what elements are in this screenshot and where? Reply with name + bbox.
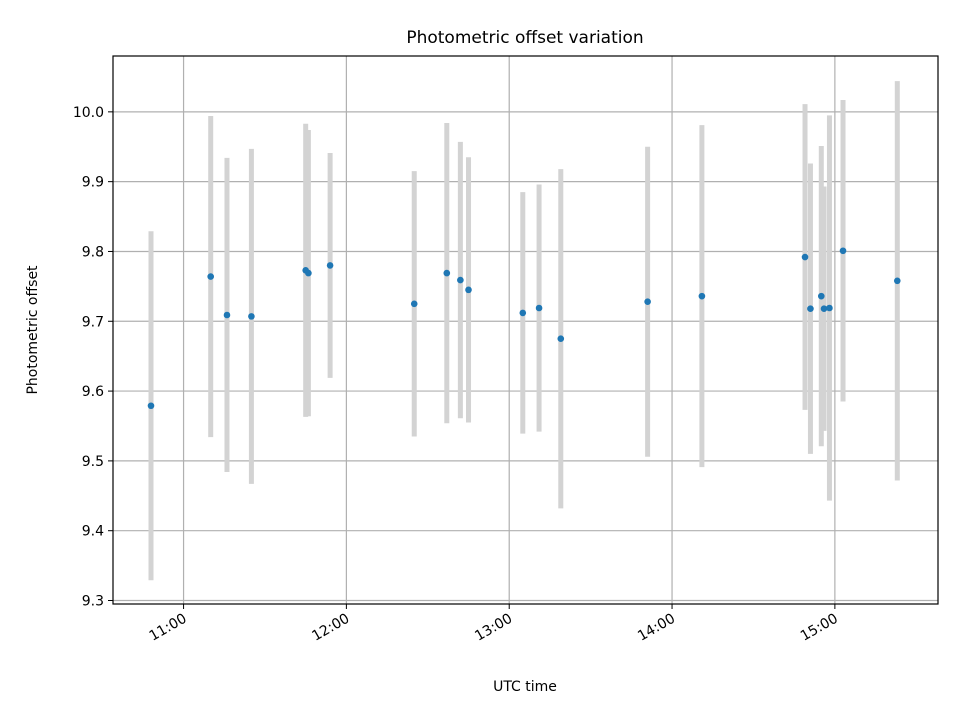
data-point: [698, 292, 706, 300]
plot-frame: [112, 55, 939, 605]
data-point: [443, 269, 451, 277]
data-point: [223, 311, 231, 319]
y-tick-label: 9.9: [82, 175, 104, 191]
data-point: [465, 286, 472, 294]
x-tick-label: 13:00: [472, 611, 515, 645]
data-point: [519, 309, 527, 317]
data-point: [807, 305, 814, 313]
data-point: [818, 292, 825, 300]
x-tick-label: 11:00: [147, 611, 190, 645]
data-point: [557, 335, 565, 343]
data-point: [248, 313, 255, 320]
data-point: [820, 305, 828, 313]
grid-layer: [113, 56, 938, 604]
x-tick-layer: 11:00 12:00 13:00 14:00 15:00: [147, 604, 841, 645]
data-point: [457, 276, 464, 284]
y-tick-label: 9.4: [82, 524, 104, 540]
data-point: [839, 247, 847, 255]
data-point: [826, 304, 833, 312]
y-tick-label: 9.3: [82, 594, 104, 610]
chart-title: Photometric offset variation: [406, 28, 643, 48]
y-tick-label: 9.8: [82, 244, 104, 260]
y-tick-label: 10.0: [73, 105, 104, 121]
point-layer: [147, 247, 901, 410]
error-bar-layer: [148, 81, 900, 581]
y-tick-layer: 9.3 9.4 9.5 9.6 9.7 9.8 9.9 10.0: [73, 105, 113, 610]
data-point: [893, 277, 901, 285]
data-point: [326, 262, 334, 269]
data-point: [644, 298, 651, 306]
x-tick-label: 15:00: [798, 611, 841, 645]
x-axis-label: UTC time: [493, 679, 557, 695]
y-tick-label: 9.5: [82, 454, 104, 470]
data-point: [305, 269, 312, 277]
data-point: [207, 273, 214, 280]
y-tick-label: 9.6: [82, 384, 104, 400]
y-axis-label: Photometric offset: [25, 265, 41, 395]
data-point: [801, 253, 809, 261]
x-tick-label: 14:00: [635, 611, 678, 645]
data-point: [535, 304, 543, 312]
data-point: [410, 300, 418, 308]
y-tick-label: 9.7: [82, 314, 104, 330]
x-tick-label: 12:00: [309, 611, 352, 645]
data-point: [147, 402, 155, 410]
